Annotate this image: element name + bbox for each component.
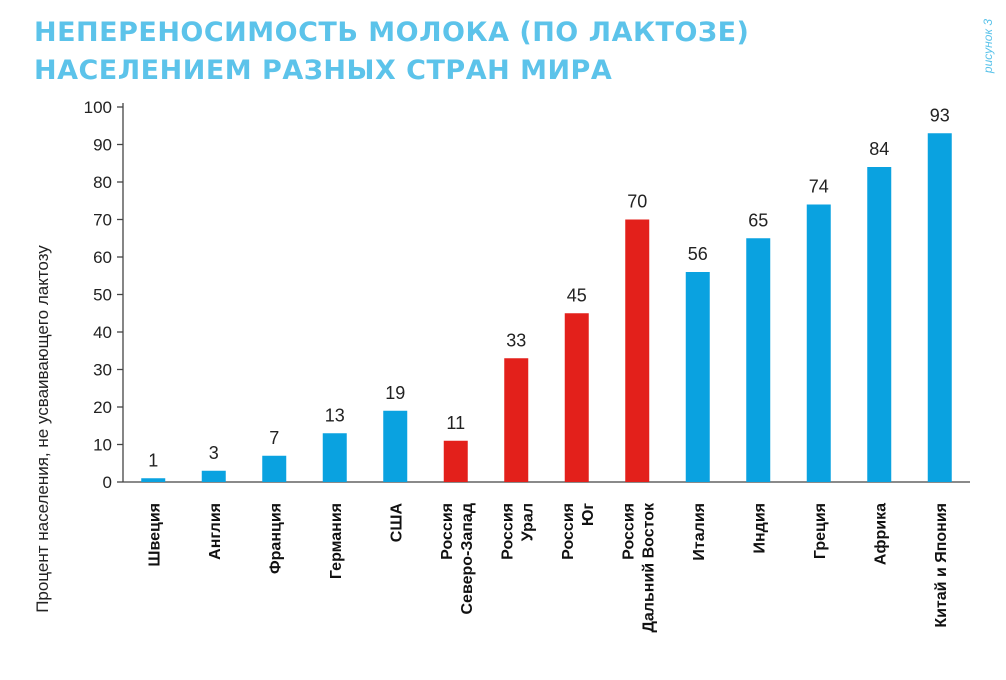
chart-title-line-2: НАСЕЛЕНИЕМ РАЗНЫХ СТРАН МИРА	[34, 55, 613, 86]
value-label: 56	[688, 244, 708, 264]
bar	[322, 433, 347, 482]
y-tick-label: 30	[93, 361, 112, 380]
bar	[201, 470, 226, 482]
category-label: Африка	[872, 503, 889, 565]
y-tick-label: 10	[93, 436, 112, 455]
y-tick-label: 40	[93, 323, 112, 342]
value-label: 7	[269, 428, 279, 448]
value-label: 84	[869, 139, 889, 159]
value-label: 65	[748, 210, 768, 230]
value-label: 13	[325, 405, 345, 425]
bar	[625, 219, 650, 482]
y-tick-label: 0	[103, 473, 112, 492]
chart-title-line-1: НЕПЕРЕНОСИМОСТЬ МОЛОКА (ПО ЛАКТОЗЕ)	[34, 17, 750, 48]
value-label: 74	[809, 177, 829, 197]
value-label: 1	[148, 450, 158, 470]
bar	[504, 358, 529, 482]
value-label: 33	[506, 330, 526, 350]
bar	[746, 238, 771, 482]
category-label: Индия	[751, 503, 768, 554]
bar	[806, 204, 831, 482]
category-label: Россия	[560, 503, 577, 560]
category-label: Дальний Восток	[640, 502, 657, 632]
y-axis-label: Процент населения, не усваивающего лакто…	[33, 245, 52, 613]
bar	[443, 440, 468, 482]
category-label: США	[388, 503, 405, 543]
category-label: Италия	[691, 503, 708, 561]
y-tick-label: 80	[93, 173, 112, 192]
bar	[867, 167, 892, 482]
value-label: 45	[567, 285, 587, 305]
value-label: 3	[209, 443, 219, 463]
value-label: 19	[385, 383, 405, 403]
y-tick-label: 60	[93, 248, 112, 267]
category-label: Урал	[519, 503, 536, 541]
chart-title: НЕПЕРЕНОСИМОСТЬ МОЛОКА (ПО ЛАКТОЗЕ) НАСЕ…	[34, 14, 749, 90]
category-label: Россия	[439, 503, 456, 560]
bar	[564, 313, 589, 482]
category-label: Россия	[620, 503, 637, 560]
category-label: Китай и Япония	[933, 503, 950, 628]
category-label: Франция	[267, 503, 284, 574]
y-tick-label: 50	[93, 286, 112, 305]
y-tick-label: 90	[93, 136, 112, 155]
bar	[262, 455, 287, 482]
category-label: Англия	[207, 503, 224, 560]
category-label: Швеция	[146, 503, 163, 567]
value-label: 11	[446, 413, 465, 433]
bar	[927, 133, 952, 482]
value-label: 70	[627, 192, 647, 212]
bar	[141, 478, 166, 482]
y-tick-label: 100	[84, 98, 112, 117]
y-tick-label: 20	[93, 398, 112, 417]
category-label: Россия	[499, 503, 516, 560]
category-label: Юг	[580, 503, 597, 527]
category-label: Германия	[328, 503, 345, 579]
bar	[383, 410, 408, 482]
value-label: 93	[930, 105, 950, 125]
category-label: Северо-Запад	[459, 503, 476, 615]
y-tick-label: 70	[93, 211, 112, 230]
bar	[685, 272, 710, 482]
category-label: Греция	[812, 503, 829, 559]
